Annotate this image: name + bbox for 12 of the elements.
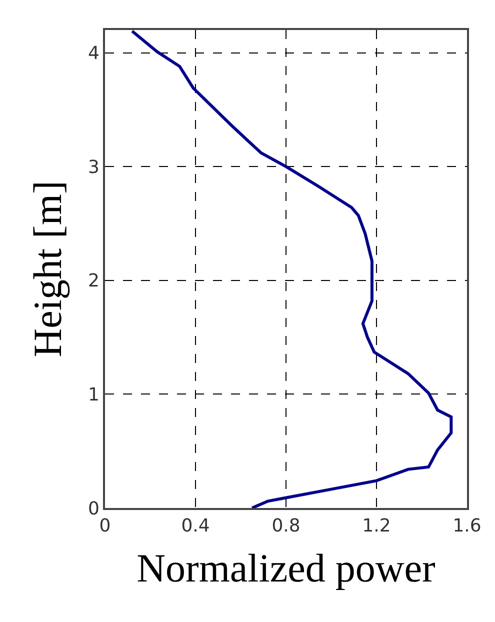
y-tick-label: 1 <box>88 384 100 406</box>
x-tick-label: 1.6 <box>452 516 482 537</box>
y-tick-label: 2 <box>88 270 100 292</box>
x-tick-label: 0.8 <box>272 516 300 537</box>
y-axis-title: Height [m] <box>24 180 70 358</box>
x-axis-title: Normalized power <box>136 546 436 591</box>
x-tick-label: 0.4 <box>181 516 210 537</box>
y-tick-label: 3 <box>88 156 100 178</box>
y-tick-label: 0 <box>88 498 100 520</box>
y-tick-label: 4 <box>88 43 100 64</box>
x-tick-label: 1.2 <box>362 516 391 537</box>
line-series <box>130 30 453 508</box>
